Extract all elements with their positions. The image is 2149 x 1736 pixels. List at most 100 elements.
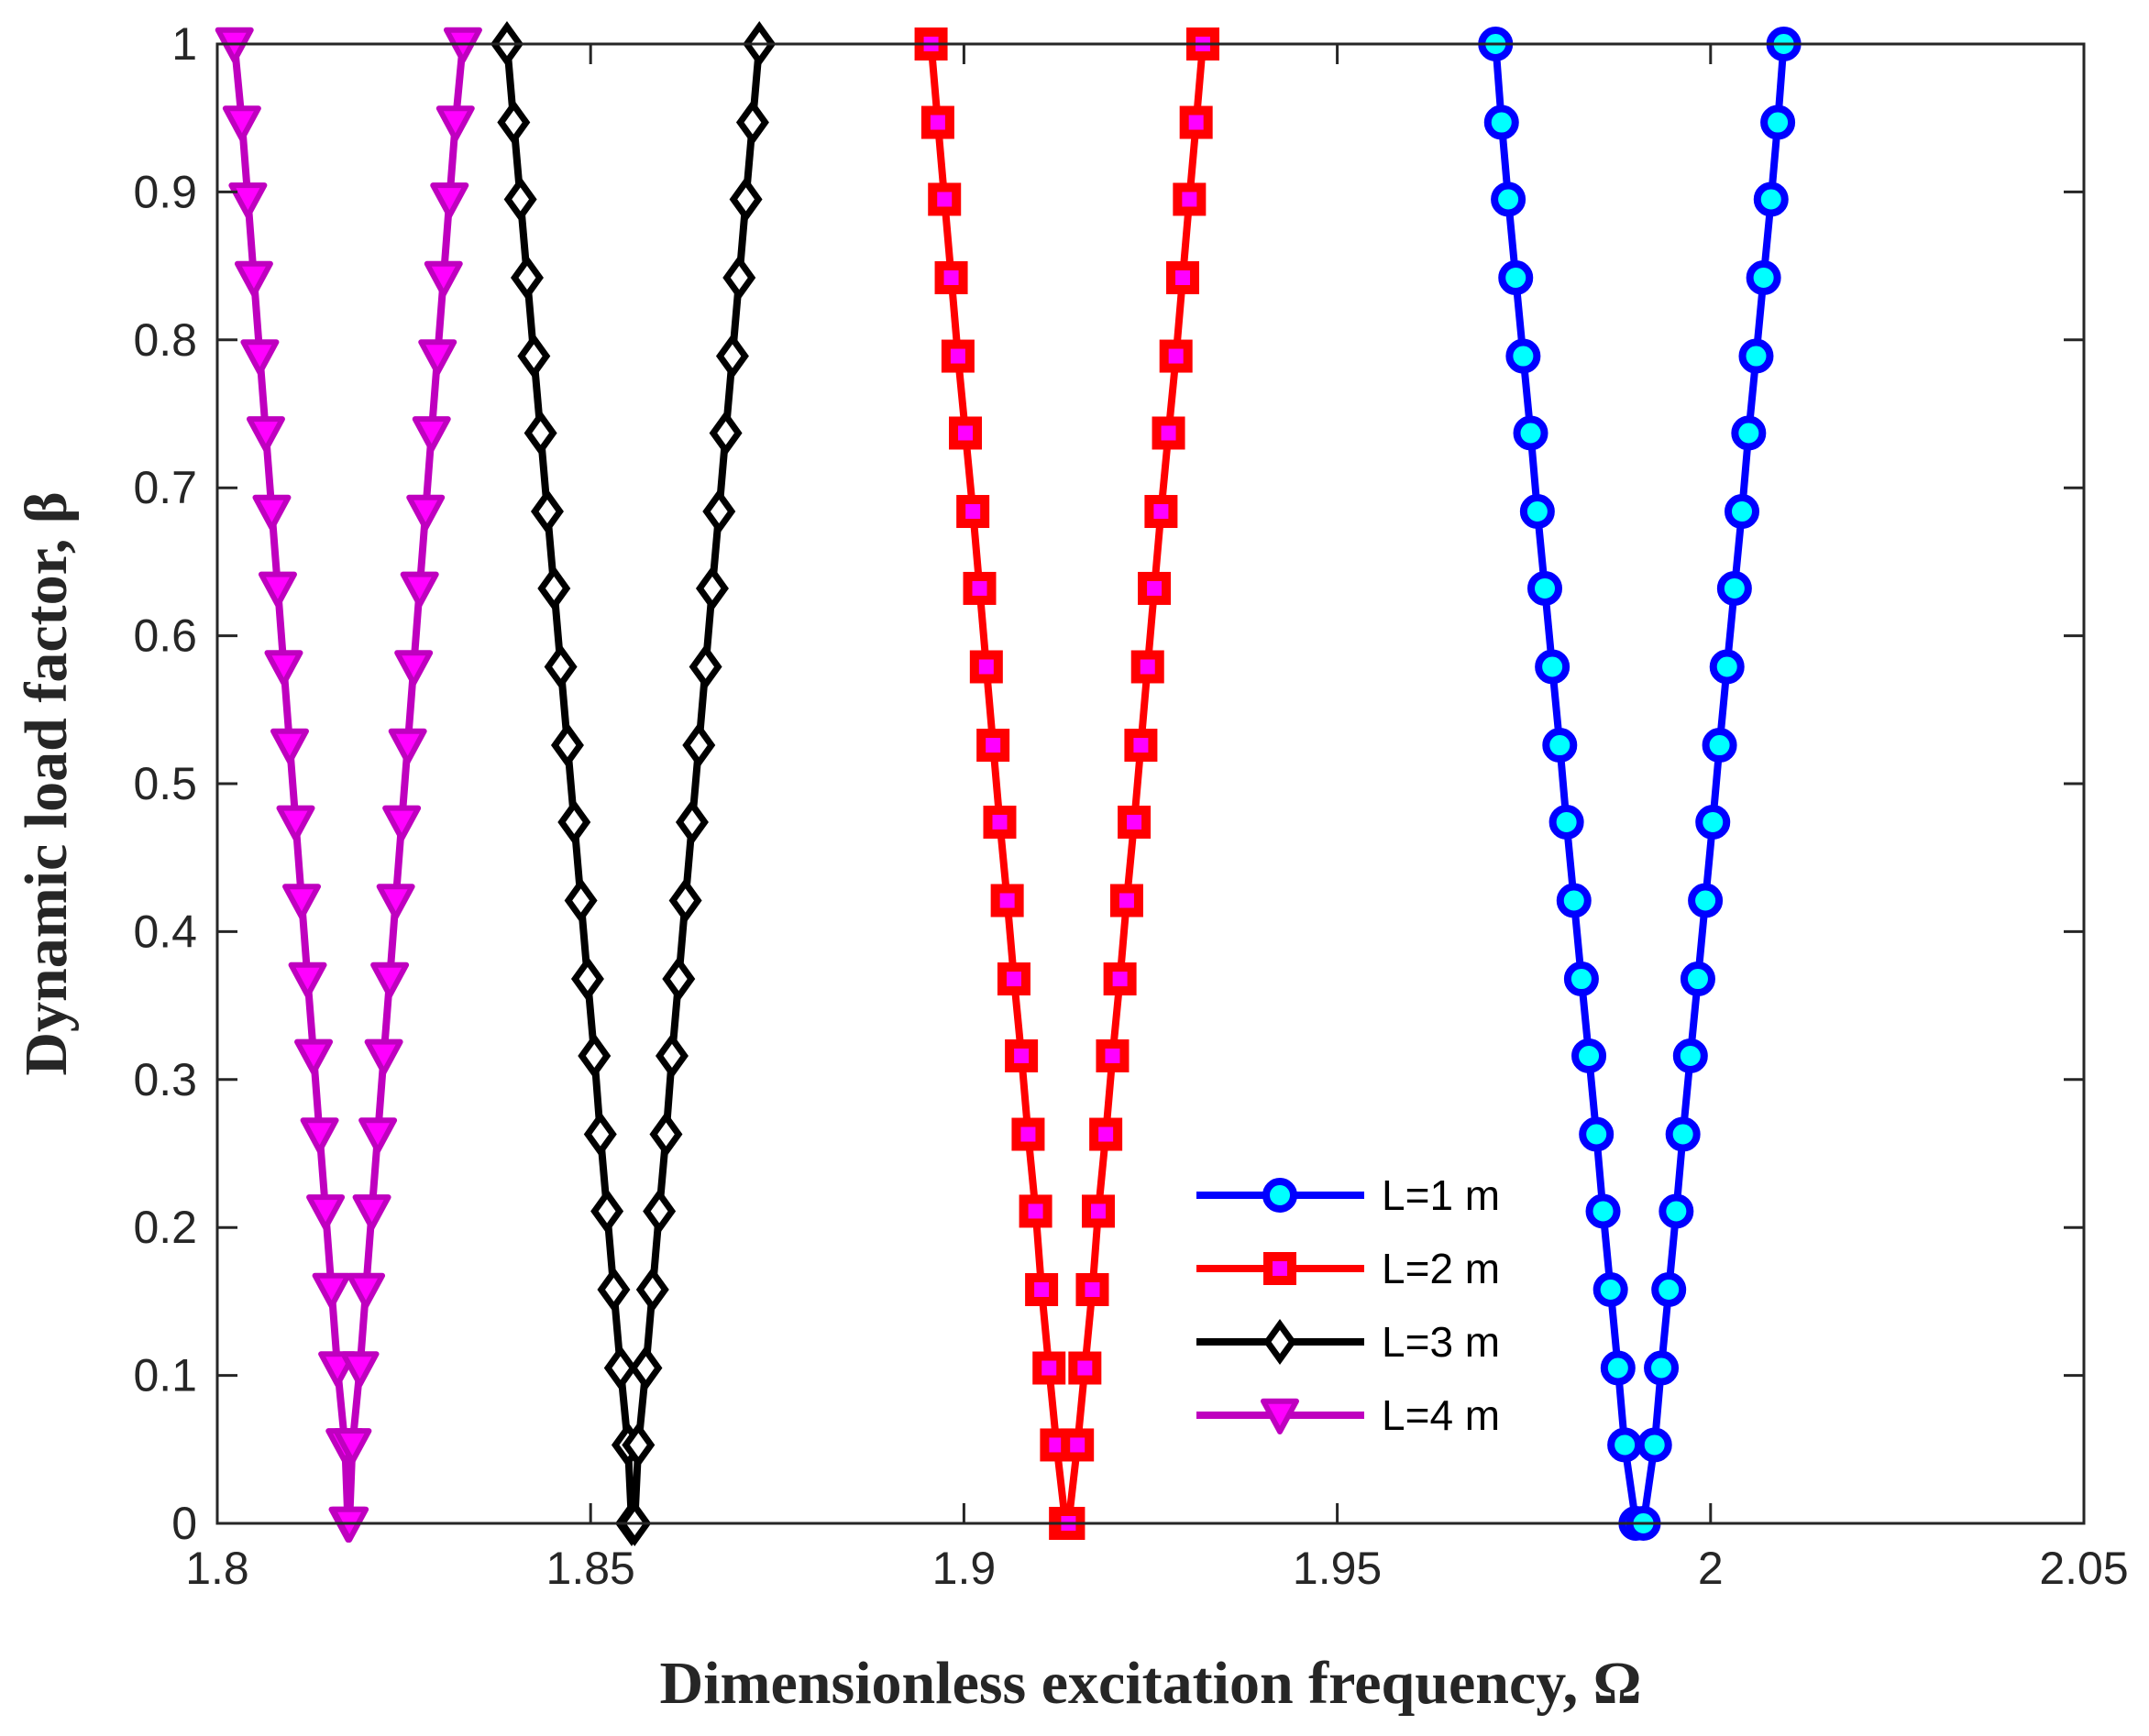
data-point-l-4-m xyxy=(228,182,268,219)
data-point-l-2-m xyxy=(1138,571,1172,605)
data-point-l-1-m xyxy=(1548,804,1584,840)
legend-marker-l-3-m xyxy=(1263,1319,1296,1365)
y-tick-label: 0.3 xyxy=(133,1054,197,1105)
data-point-l-4-m xyxy=(347,1272,386,1309)
data-point-l-3-m xyxy=(702,489,736,535)
data-point-l-4-m xyxy=(306,1194,346,1231)
data-point-l-4-m xyxy=(333,1428,372,1465)
y-tick-label: 0.2 xyxy=(133,1202,197,1253)
data-point-l-2-m xyxy=(949,416,983,450)
legend-marker-l-2-m xyxy=(1263,1252,1296,1285)
series-layer xyxy=(215,21,1802,1546)
data-point-l-2-m xyxy=(1068,1351,1102,1385)
x-tick-label: 1.9 xyxy=(932,1543,997,1594)
data-point-l-2-m xyxy=(1089,1117,1123,1151)
data-point-l-1-m xyxy=(1665,1116,1701,1152)
data-point-l-2-m xyxy=(976,729,1010,763)
data-point-l-4-m xyxy=(435,105,475,142)
y-tick-label: 0.5 xyxy=(133,758,197,809)
data-point-l-4-m xyxy=(388,728,427,765)
data-point-l-3-m xyxy=(689,643,722,690)
data-point-l-2-m xyxy=(969,650,1003,684)
data-point-l-2-m xyxy=(1096,1038,1130,1072)
data-point-l-4-m xyxy=(376,884,415,920)
tick-layer: 1.8 1.85 1.9 1.95 2 2.05 0 0.1 0.2 0.3 0.4 0.5 0.6 0.… xyxy=(133,18,2128,1594)
data-point-l-3-m xyxy=(550,722,584,769)
x-axis-label: Dimensionless excitation frequency, Ω xyxy=(660,1650,1642,1717)
data-point-l-2-m xyxy=(1011,1117,1045,1151)
data-point-l-3-m xyxy=(643,1188,677,1235)
data-point-l-3-m xyxy=(557,798,591,845)
data-point-l-2-m xyxy=(1019,1194,1052,1228)
data-point-l-2-m xyxy=(1179,105,1213,139)
x-tick-label: 1.85 xyxy=(546,1543,635,1594)
data-point-l-2-m xyxy=(1152,416,1185,450)
data-point-l-1-m xyxy=(1527,570,1563,606)
y-tick-label: 0.7 xyxy=(133,462,197,513)
y-axis-label: Dynamic load factor, β xyxy=(13,491,80,1075)
series-l-3-m xyxy=(490,21,777,1546)
data-point-l-1-m xyxy=(1709,649,1745,685)
y-tick-label: 0.6 xyxy=(133,610,197,662)
data-point-l-3-m xyxy=(668,877,702,924)
data-point-l-3-m xyxy=(603,1345,637,1391)
data-point-l-4-m xyxy=(412,416,451,453)
data-point-l-1-m xyxy=(1585,1193,1621,1229)
data-point-l-1-m xyxy=(1672,1038,1708,1073)
data-point-l-4-m xyxy=(418,339,457,376)
data-point-l-1-m xyxy=(1563,961,1599,997)
data-point-l-1-m xyxy=(1579,1116,1615,1152)
data-point-l-1-m xyxy=(1519,494,1555,530)
data-point-l-4-m xyxy=(300,1117,339,1154)
data-point-l-3-m xyxy=(635,1266,669,1313)
data-point-l-3-m xyxy=(695,565,729,611)
data-point-l-1-m xyxy=(1702,728,1737,764)
data-point-l-3-m xyxy=(523,410,557,456)
data-point-l-2-m xyxy=(1173,182,1207,216)
data-point-l-2-m xyxy=(920,105,954,139)
data-point-l-2-m xyxy=(1075,1272,1109,1306)
data-point-l-1-m xyxy=(1592,1271,1628,1307)
data-point-l-1-m xyxy=(1513,415,1548,451)
x-tick-label: 2 xyxy=(1698,1543,1724,1594)
legend-item-l-2-m: L=2 m xyxy=(1196,1245,1500,1292)
data-point-l-1-m xyxy=(1688,883,1724,918)
legend-marker-l-1-m xyxy=(1262,1178,1297,1213)
data-point-l-2-m xyxy=(983,805,1017,839)
legend-label-l-3-m: L=3 m xyxy=(1382,1318,1500,1366)
data-point-l-2-m xyxy=(1124,729,1158,763)
legend-box xyxy=(1183,1157,1540,1450)
data-point-l-2-m xyxy=(1166,261,1200,295)
data-point-l-1-m xyxy=(1731,415,1767,451)
data-point-l-4-m xyxy=(270,728,309,765)
data-point-l-4-m xyxy=(352,1194,391,1231)
y-tick-label: 1 xyxy=(171,18,197,70)
data-point-l-3-m xyxy=(722,255,756,302)
data-point-l-2-m xyxy=(928,182,962,216)
data-point-l-3-m xyxy=(729,176,763,223)
data-point-l-4-m xyxy=(358,1117,398,1154)
data-point-l-1-m xyxy=(1637,1427,1672,1463)
data-point-l-2-m xyxy=(1130,650,1164,684)
series-l-2-m xyxy=(914,27,1220,1540)
data-point-l-3-m xyxy=(510,255,544,302)
data-point-l-4-m xyxy=(430,182,469,219)
data-point-l-3-m xyxy=(715,333,749,379)
data-point-l-4-m xyxy=(246,416,285,453)
data-point-l-3-m xyxy=(570,956,604,1003)
legend-marker-l-4-m xyxy=(1261,1398,1299,1434)
data-point-l-4-m xyxy=(364,1038,403,1075)
data-point-l-1-m xyxy=(1607,1427,1643,1463)
data-point-l-3-m xyxy=(564,877,598,924)
data-point-l-1-m xyxy=(1716,570,1752,606)
data-point-l-1-m xyxy=(1659,1193,1694,1229)
data-point-l-2-m xyxy=(941,339,975,373)
data-point-l-1-m xyxy=(1695,804,1731,840)
legend-label-l-4-m: L=4 m xyxy=(1382,1391,1500,1439)
data-point-l-1-m xyxy=(1760,104,1796,140)
y-tick-label: 0.4 xyxy=(133,906,197,957)
data-point-l-3-m xyxy=(675,798,709,845)
data-point-l-4-m xyxy=(240,339,280,376)
